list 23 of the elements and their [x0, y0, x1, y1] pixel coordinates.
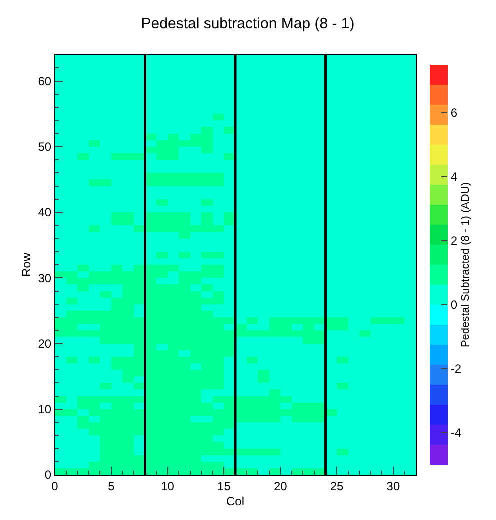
- color-bar-label: 0: [450, 298, 458, 312]
- color-bar-label: 2: [450, 234, 458, 248]
- color-bar-label: 4: [450, 170, 458, 184]
- y-axis-title: Row: [20, 252, 34, 278]
- x-tick-label: 15: [218, 479, 232, 494]
- color-bar-label: -2: [450, 362, 462, 376]
- y-tick-label: 60: [38, 74, 52, 88]
- x-axis-title: Col: [226, 494, 245, 508]
- y-tick-label: 50: [38, 140, 52, 154]
- color-bar-label: 6: [450, 106, 458, 120]
- color-bar-title: Pedestal Subtracted (8 - 1) (ADU): [460, 182, 472, 348]
- color-bar-label: -4: [450, 426, 462, 440]
- x-tick-label: 20: [274, 479, 288, 494]
- x-tick-label: 5: [108, 479, 116, 494]
- y-tick-label: 0: [44, 468, 52, 482]
- y-tick-label: 40: [38, 206, 52, 220]
- y-tick-label: 10: [38, 402, 52, 417]
- x-tick-label: 25: [330, 479, 344, 494]
- x-tick-label: 30: [386, 479, 400, 494]
- x-tick-label: 10: [161, 479, 175, 494]
- y-tick-label: 30: [38, 271, 52, 286]
- chart-title: Pedestal subtraction Map (8 - 1): [141, 16, 355, 33]
- y-tick-label: 20: [38, 336, 52, 351]
